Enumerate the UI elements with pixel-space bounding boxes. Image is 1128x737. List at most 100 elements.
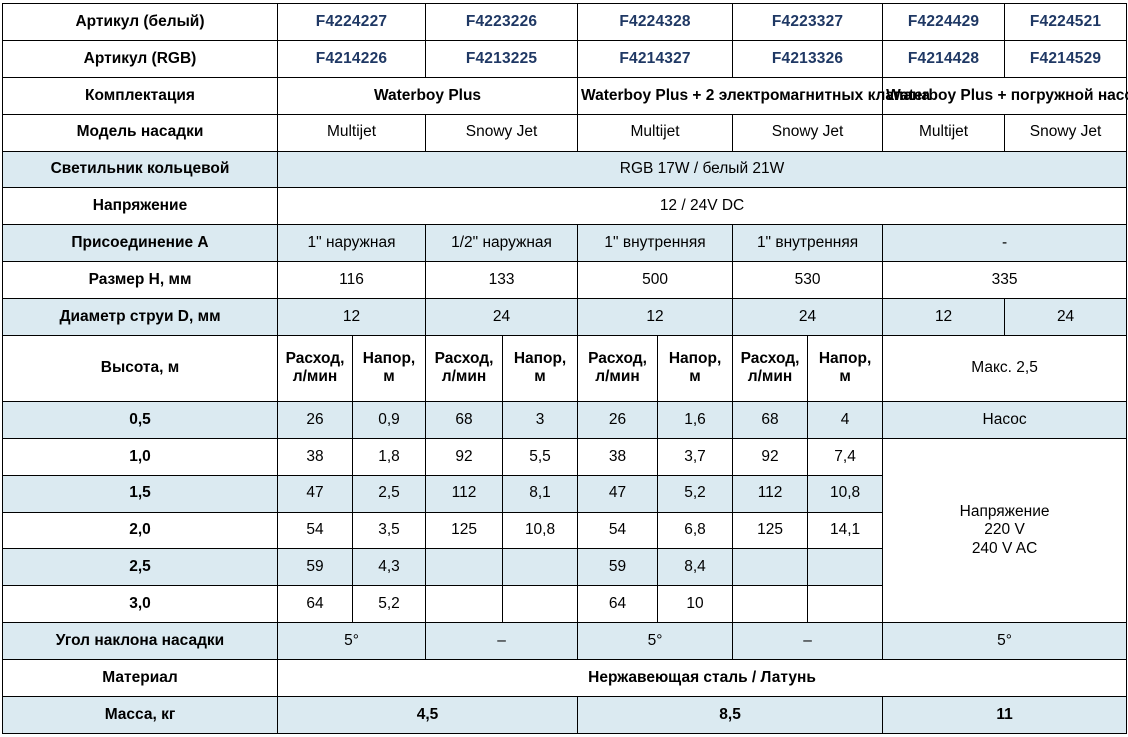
head-label-line2: м <box>534 368 546 386</box>
table-row-height-0: 0,5 26 0,9 68 3 26 1,6 68 4 Насос <box>2 400 1128 439</box>
cell-1-7: 7,4 <box>807 437 884 476</box>
row-label-height: Высота, м <box>2 335 278 402</box>
row-label-jet-diameter: Диаметр струи D, мм <box>2 298 278 337</box>
row-label-voltage: Напряжение <box>2 187 278 226</box>
cell-5-5: 10 <box>657 585 734 624</box>
cell-4-0: 59 <box>277 548 353 587</box>
height-value-4: 2,5 <box>2 548 278 587</box>
table-row-nozzle-model: Модель насадки Multijet Snowy Jet Multij… <box>2 113 1128 152</box>
cell-3-7: 14,1 <box>807 511 884 550</box>
cell-0-1: 0,9 <box>351 400 427 439</box>
connection-value-4: - <box>882 224 1128 263</box>
flow-label-line1: Расход, <box>434 350 494 368</box>
cell-4-2 <box>425 548 504 587</box>
cell-4-7 <box>807 548 884 587</box>
cell-2-7: 10,8 <box>807 474 884 513</box>
flow-label-line2: л/мин <box>441 368 487 386</box>
col-header-flow-1: Расход, л/мин <box>425 335 504 402</box>
flow-label-line2: л/мин <box>747 368 793 386</box>
table-row-connection: Присоединение A 1" наружная 1/2" наружна… <box>2 224 1128 263</box>
row-label-nozzle-angle: Угол наклона насадки <box>2 622 278 661</box>
table-row-height-2: 1,5 47 2,5 112 8,1 47 5,2 112 10,8 <box>2 474 1127 513</box>
article-rgb-1: F4213225 <box>425 39 579 78</box>
article-white-5: F4224521 <box>1004 3 1128 41</box>
head-label-line1: Напор, <box>668 350 722 368</box>
cell-0-3: 3 <box>502 400 579 439</box>
nozzle-model-4: Multijet <box>882 113 1006 152</box>
cell-4-3 <box>502 548 579 587</box>
nozzle-angle-2: 5° <box>577 622 734 661</box>
table-row-voltage: Напряжение 12 / 24V DC <box>2 187 1128 226</box>
specification-table: Артикул (белый) F4224227 F4223226 F42243… <box>2 3 1128 734</box>
cell-5-1: 5,2 <box>351 585 427 624</box>
article-rgb-5: F4214529 <box>1004 39 1128 78</box>
jet-diameter-0: 12 <box>276 298 427 337</box>
cell-0-4: 26 <box>577 400 659 439</box>
nozzle-model-5: Snowy Jet <box>1004 113 1128 152</box>
nozzle-angle-3: – <box>732 622 884 661</box>
height-value-5: 3,0 <box>2 585 278 624</box>
kit-value-1: Waterboy Plus + 2 электромагнитных клапа… <box>577 76 930 115</box>
head-label-line1: Напор, <box>362 350 416 368</box>
cell-3-2: 125 <box>425 511 504 550</box>
cell-3-3: 10,8 <box>502 511 579 550</box>
height-value-1: 1,0 <box>2 437 278 476</box>
size-h-value-1: 133 <box>425 261 579 300</box>
head-label-line2: м <box>689 368 701 386</box>
article-white-0: F4224227 <box>276 3 427 41</box>
table-row-height-5: 3,0 64 5,2 64 10 <box>2 585 1127 624</box>
table-row-mass: Масса, кг 4,5 8,5 11 <box>2 696 1128 734</box>
cell-1-5: 3,7 <box>657 437 734 476</box>
cell-0-0: 26 <box>277 400 353 439</box>
table-row-ring-lamp: Светильник кольцевой RGB 17W / белый 21W <box>2 150 1128 189</box>
cell-4-5: 8,4 <box>657 548 734 587</box>
connection-value-3: 1" внутренняя <box>732 224 884 263</box>
article-white-2: F4224328 <box>577 3 734 41</box>
row-label-material: Материал <box>2 659 278 697</box>
nozzle-model-3: Snowy Jet <box>732 113 884 152</box>
table-row-height-4: 2,5 59 4,3 59 8,4 <box>2 548 1127 587</box>
row-label-ring-lamp: Светильник кольцевой <box>2 150 278 189</box>
cell-3-5: 6,8 <box>657 511 734 550</box>
cell-3-0: 54 <box>277 511 353 550</box>
row-label-size-h: Размер H, мм <box>2 261 278 300</box>
mass-value-2: 11 <box>882 696 1128 734</box>
head-label-line1: Напор, <box>818 350 872 368</box>
cell-3-1: 3,5 <box>351 511 427 550</box>
head-label-line1: Напор, <box>513 350 567 368</box>
cell-1-4: 38 <box>577 437 659 476</box>
cell-2-3: 8,1 <box>502 474 579 513</box>
voltage-value: 12 / 24V DC <box>276 187 1128 226</box>
jet-diameter-3: 24 <box>732 298 884 337</box>
jet-diameter-5: 24 <box>1004 298 1128 337</box>
flow-label-line2: л/мин <box>595 368 640 386</box>
table-row-material: Материал Нержавеющая сталь / Латунь <box>2 659 1128 697</box>
col-header-head-3: Напор, м <box>807 335 884 402</box>
cell-0-2: 68 <box>425 400 504 439</box>
jet-diameter-4: 12 <box>882 298 1006 337</box>
nozzle-angle-4: 5° <box>882 622 1128 661</box>
connection-value-0: 1" наружная <box>276 224 427 263</box>
cell-4-1: 4,3 <box>351 548 427 587</box>
pump-voltage-line3: 240 V AC <box>971 539 1038 557</box>
row-label-article-rgb: Артикул (RGB) <box>2 39 278 78</box>
cell-4-6 <box>732 548 809 587</box>
jet-diameter-1: 24 <box>425 298 579 337</box>
height-value-0: 0,5 <box>2 400 278 439</box>
article-white-3: F4223327 <box>732 3 884 41</box>
nozzle-model-2: Multijet <box>577 113 734 152</box>
pump-max-value: Макс. 2,5 <box>882 335 1128 402</box>
head-label-line2: м <box>383 368 395 386</box>
article-rgb-0: F4214226 <box>276 39 427 78</box>
flow-label-line1: Расход, <box>285 350 345 368</box>
col-header-head-0: Напор, м <box>351 335 427 402</box>
connection-value-2: 1" внутренняя <box>577 224 734 263</box>
table-row-kit: Комплектация Waterboy Plus Waterboy Plus… <box>2 76 1128 115</box>
size-h-value-4: 335 <box>882 261 1128 300</box>
pump-voltage-block: Напряжение 220 V 240 V AC <box>882 437 1128 624</box>
pump-voltage-line2: 220 V <box>984 521 1025 539</box>
row-label-kit: Комплектация <box>2 76 278 115</box>
article-rgb-4: F4214428 <box>882 39 1006 78</box>
cell-2-4: 47 <box>577 474 659 513</box>
cell-2-6: 112 <box>732 474 809 513</box>
